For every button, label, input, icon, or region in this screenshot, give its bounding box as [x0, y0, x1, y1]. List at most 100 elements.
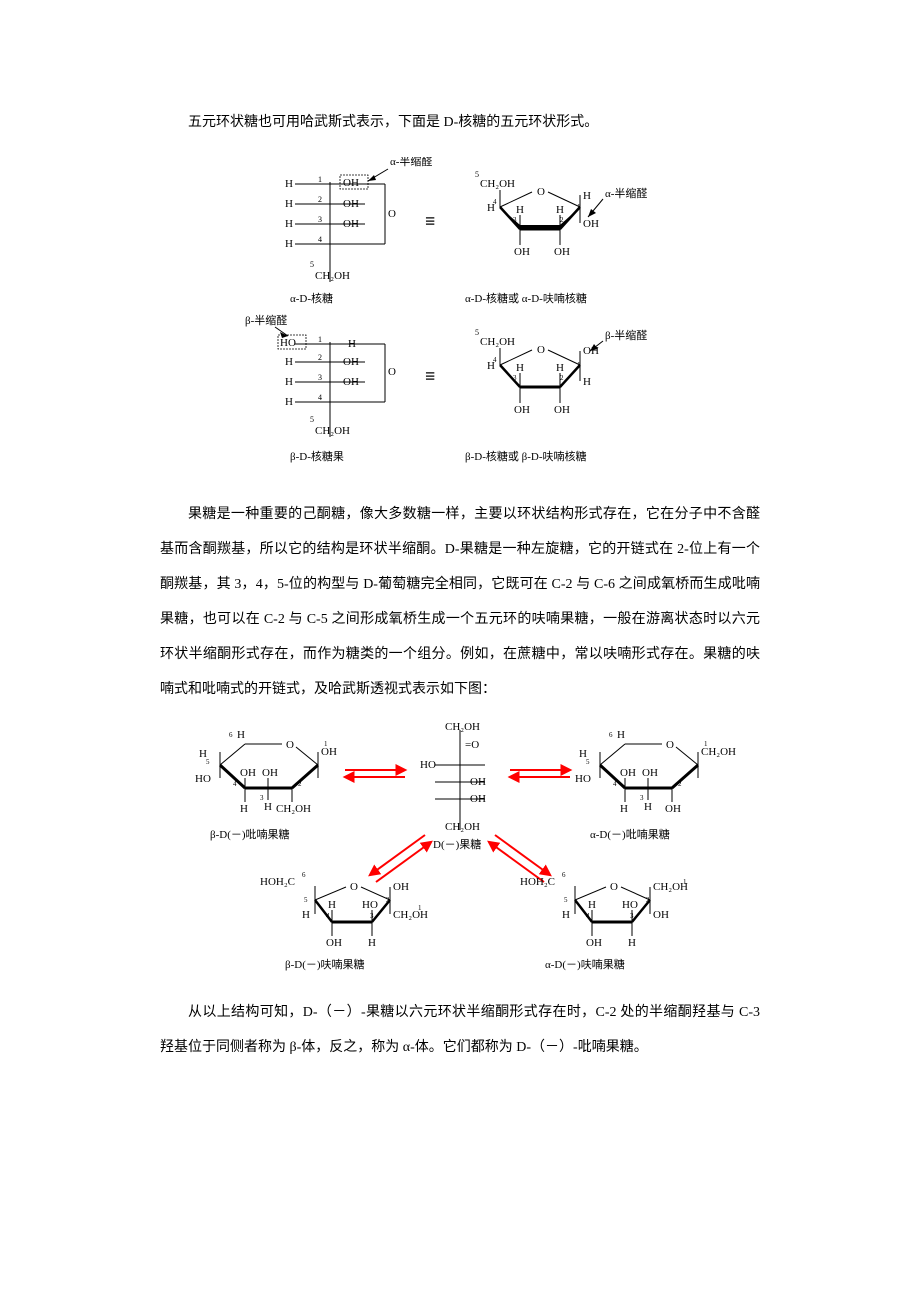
num-2: 2	[560, 216, 564, 224]
ch2oh-label: CH₂OH	[276, 803, 311, 815]
num2: 2	[298, 780, 302, 788]
fischer-h: H	[285, 396, 293, 408]
row-num: 2	[318, 353, 322, 362]
num-2: 2	[560, 374, 564, 382]
oh-label: OH	[665, 803, 681, 815]
o-label: O	[388, 366, 396, 378]
haworth-oh: OH	[554, 246, 570, 258]
alpha-fischer-name: α-D-核糖	[290, 291, 333, 305]
haworth-oh: OH	[514, 246, 530, 258]
oh-label: OH	[262, 767, 278, 779]
oh-label: OH	[653, 909, 669, 921]
fischer-bottom: CH₂OH	[315, 425, 350, 437]
alpha-pyranose-name: α-D(－)吡喃果糖	[590, 827, 670, 841]
intro-text: 五元环状糖也可用哈武斯式表示，下面是 D-核糖的五元环状形式。	[160, 108, 760, 139]
num5: 5	[304, 896, 308, 904]
o-label: O	[388, 208, 396, 220]
oh-label: OH	[586, 937, 602, 949]
ring-o: O	[350, 881, 358, 893]
num4: 4	[233, 780, 237, 788]
alpha-hemiacetal-label: α-半缩醛	[390, 157, 432, 168]
haworth-oh: OH	[554, 404, 570, 416]
ring-o: O	[537, 344, 545, 356]
center-ch2oh-top: CH₂OH	[445, 721, 480, 733]
haworth-h: H	[556, 204, 564, 216]
haworth-h: H	[516, 204, 524, 216]
bottom-num: 5	[310, 260, 314, 269]
alpha-hemiacetal-label-h: α-半缩醛	[605, 186, 647, 200]
haworth-ch2oh: CH₂OH	[480, 178, 515, 190]
h-label: H	[368, 937, 376, 949]
num1: 1	[683, 878, 687, 886]
h-label: H	[620, 803, 628, 815]
h-label: H	[240, 803, 248, 815]
num2: 2	[678, 780, 682, 788]
beta-fischer-name: β-D-核糖果	[290, 449, 344, 463]
row-num: 1	[318, 335, 322, 344]
equiv-sign: ≡	[425, 211, 435, 231]
row-num: 1	[318, 175, 322, 184]
equiv-sign: ≡	[425, 366, 435, 386]
haworth-h: H	[583, 190, 591, 202]
fischer-ho: HO	[280, 337, 296, 349]
h-label: H	[302, 909, 310, 921]
fischer-h: H	[285, 198, 293, 210]
oh-label: OH	[393, 881, 409, 893]
fischer-oh: OH	[343, 198, 359, 210]
num2: 2	[646, 896, 650, 904]
ring-o: O	[537, 186, 545, 198]
equilibrium-arrows	[345, 770, 570, 777]
center-oh: OH	[470, 776, 486, 788]
row-num: 4	[318, 393, 322, 402]
h-label: H	[644, 801, 652, 813]
fischer-oh: OH	[343, 218, 359, 230]
num-4: 4	[493, 356, 497, 364]
num5: 5	[586, 758, 590, 766]
num5: 5	[564, 896, 568, 904]
beta-haworth-name: β-D-核糖或 β-D-呋喃核糖	[465, 449, 586, 463]
fischer-oh: OH	[343, 376, 359, 388]
ribose-diagram: H 1 OH H 2 OH H 3 OH H 4 5 CH₂OH O α-半缩醛…	[160, 157, 760, 477]
haworth-oh: OH	[514, 404, 530, 416]
h-label: H	[628, 937, 636, 949]
row-num: 3	[318, 215, 322, 224]
ring-o: O	[666, 739, 674, 751]
num6: 6	[229, 731, 233, 739]
haworth-oh: OH	[583, 218, 599, 230]
haworth-h: H	[556, 362, 564, 374]
fructose-paragraph: 果糖是一种重要的己酮糖，像大多数糖一样，主要以环状结构形式存在，它在分子中不含醛…	[160, 497, 760, 707]
beta-hemiacetal-label: β-半缩醛	[245, 313, 287, 327]
center-ho: HO	[420, 759, 436, 771]
num-1: 1	[577, 203, 581, 211]
haworth-5-num: 5	[475, 328, 479, 337]
num4: 4	[586, 912, 590, 920]
num6: 6	[609, 731, 613, 739]
bottom-num: 5	[310, 415, 314, 424]
num4: 4	[613, 780, 617, 788]
beta-furanose-name: β-D(－)呋喃果糖	[285, 957, 365, 971]
h-label: H	[264, 801, 272, 813]
ch2oh-label: CH₂OH	[393, 909, 428, 921]
h-label: H	[237, 729, 245, 741]
fischer-h: H	[285, 178, 293, 190]
fischer-h: H	[285, 218, 293, 230]
h-label: H	[328, 899, 336, 911]
fischer-bottom: CH₂OH	[315, 270, 350, 282]
oh-label: OH	[326, 937, 342, 949]
hoh2c-label: HOH₂C	[260, 876, 295, 888]
num1: 1	[324, 740, 328, 748]
fischer-oh: OH	[343, 356, 359, 368]
fischer-h: H	[285, 356, 293, 368]
num4: 4	[326, 912, 330, 920]
oh-label: OH	[642, 767, 658, 779]
fischer-oh: OH	[343, 177, 359, 189]
num-3: 3	[513, 216, 517, 224]
ho-label: HO	[622, 899, 638, 911]
row-num: 4	[318, 235, 322, 244]
ho-label: HO	[362, 899, 378, 911]
oh-label: OH	[240, 767, 256, 779]
row-num: 3	[318, 373, 322, 382]
num2: 2	[386, 896, 390, 904]
ho-label: HO	[195, 773, 211, 785]
num5: 5	[206, 758, 210, 766]
